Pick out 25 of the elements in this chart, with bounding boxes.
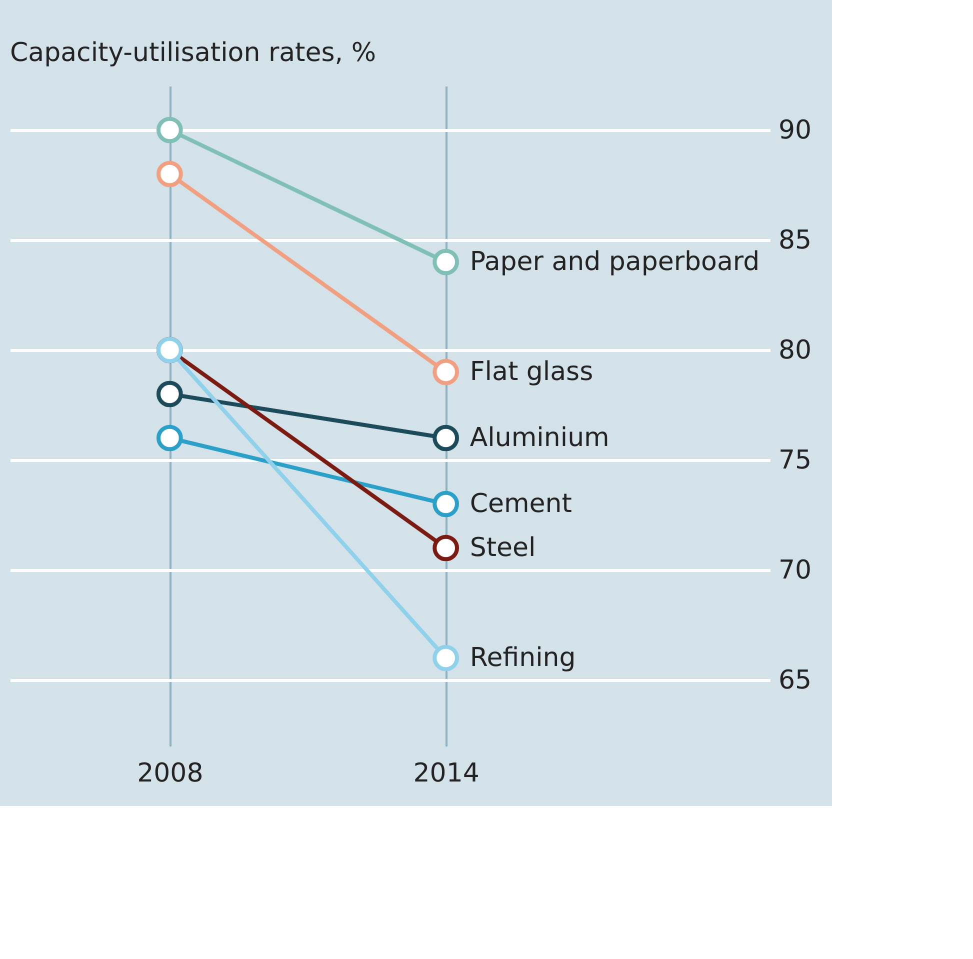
y-tick-label: 80 (778, 336, 812, 366)
y-tick-label: 90 (778, 116, 812, 146)
point (156, 116, 183, 144)
series-label: Paper and paperboard (470, 247, 760, 277)
x-tick-label: 2008 (137, 758, 204, 788)
series-label: Cement (470, 489, 572, 519)
y-tick-label: 85 (778, 226, 812, 256)
series-label: Refining (470, 643, 576, 673)
y-tick-label: 70 (778, 556, 812, 586)
y-tick-label: 65 (778, 666, 812, 696)
point (432, 424, 460, 452)
series-label: Aluminium (470, 423, 610, 453)
chart-title: Capacity-utilisation rates, % (10, 38, 376, 68)
point (156, 424, 183, 452)
y-tick-label: 75 (778, 446, 812, 476)
series-label: Flat glass (470, 357, 594, 387)
point (156, 160, 183, 188)
point (432, 534, 460, 562)
point (432, 490, 460, 518)
point (156, 380, 183, 408)
point (432, 644, 460, 672)
x-tick-label: 2014 (413, 758, 480, 788)
series-label: Steel (470, 533, 536, 563)
point (432, 248, 460, 276)
point (432, 358, 460, 386)
